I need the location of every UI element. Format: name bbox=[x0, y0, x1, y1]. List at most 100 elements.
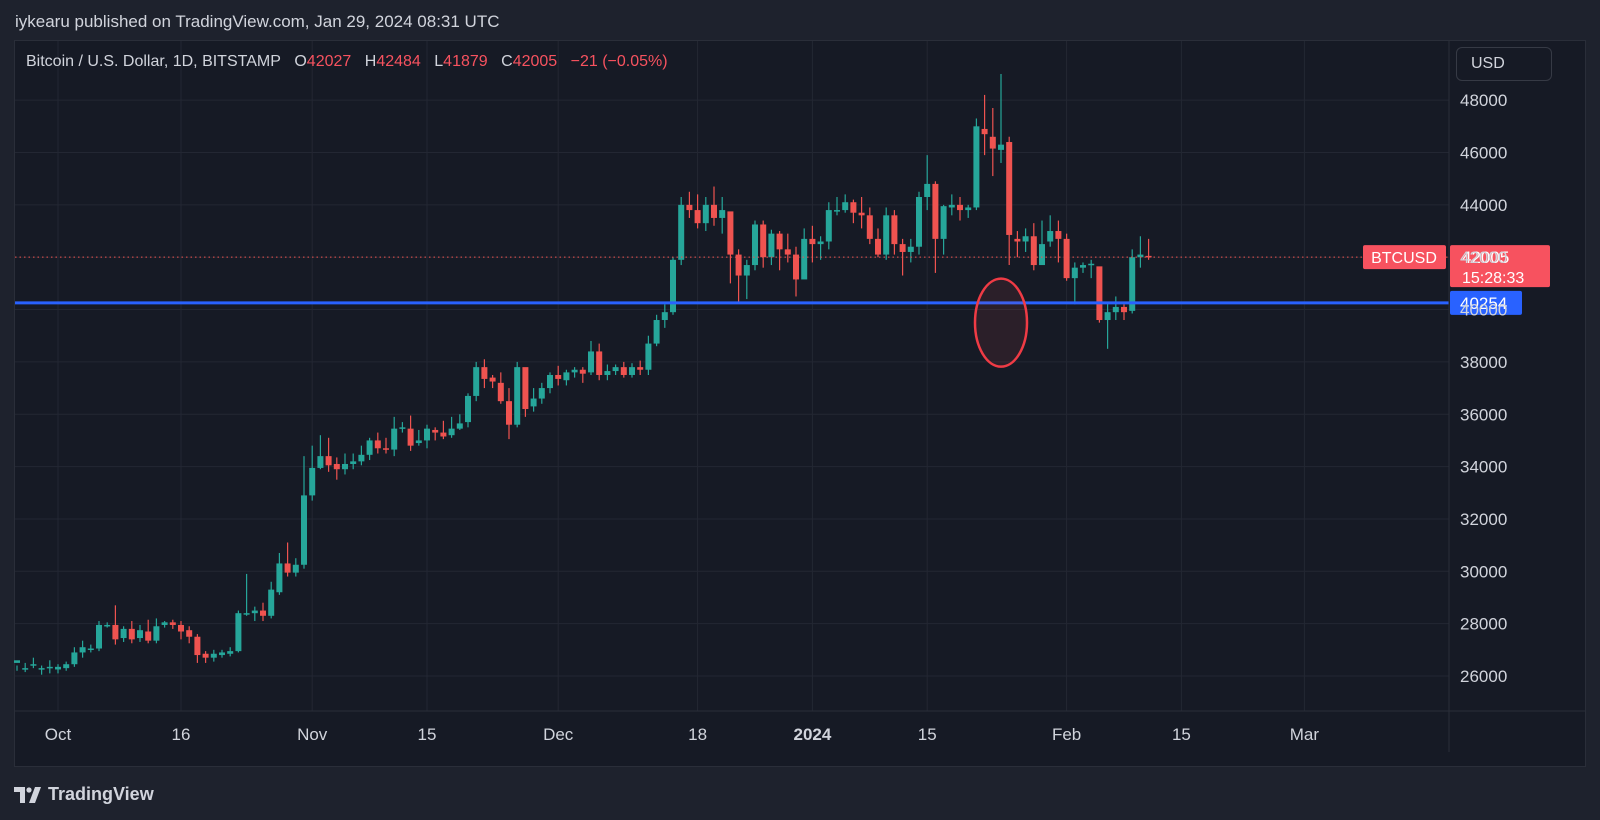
candle bbox=[46, 660, 53, 674]
candle bbox=[71, 647, 78, 667]
candle-body bbox=[916, 196, 922, 247]
candle bbox=[407, 415, 414, 451]
x-tick-label: 15 bbox=[918, 725, 937, 744]
candle-body bbox=[842, 202, 849, 211]
candle bbox=[825, 202, 832, 250]
candle bbox=[981, 94, 988, 156]
chart-area[interactable] bbox=[14, 40, 1586, 767]
low-label: L bbox=[434, 53, 444, 70]
candle-body bbox=[694, 210, 701, 224]
candle-body bbox=[55, 666, 61, 670]
candle bbox=[497, 372, 504, 404]
candle-body bbox=[547, 374, 553, 389]
candle bbox=[1145, 238, 1152, 260]
tradingview-logo-text: TradingView bbox=[48, 784, 154, 804]
candle bbox=[875, 228, 881, 258]
candle-body bbox=[891, 215, 898, 245]
currency-button[interactable]: USD bbox=[1456, 47, 1552, 81]
candle bbox=[506, 388, 512, 440]
candle-body bbox=[1080, 265, 1086, 268]
candle-body bbox=[1014, 238, 1021, 242]
candle bbox=[1047, 215, 1054, 247]
candle bbox=[366, 437, 373, 461]
candle bbox=[1096, 266, 1103, 323]
candle bbox=[186, 626, 193, 644]
candle-body bbox=[932, 183, 939, 239]
y-tick-label: 30000 bbox=[1460, 562, 1507, 581]
candle bbox=[358, 445, 365, 466]
candle-body bbox=[989, 136, 996, 149]
candle bbox=[1022, 228, 1029, 252]
candle bbox=[1137, 236, 1144, 268]
candle-body bbox=[1071, 267, 1078, 279]
candle-body bbox=[661, 312, 668, 321]
candle bbox=[63, 661, 70, 671]
candle bbox=[907, 238, 914, 263]
candle-body bbox=[702, 204, 709, 224]
candle bbox=[432, 427, 439, 441]
candle bbox=[514, 361, 521, 428]
open-label: O bbox=[294, 53, 307, 70]
candle bbox=[973, 118, 980, 211]
candle-body bbox=[497, 382, 504, 402]
candle-body bbox=[1145, 255, 1152, 258]
candle bbox=[383, 437, 389, 454]
y-tick-label: 48000 bbox=[1460, 91, 1507, 110]
candle bbox=[350, 453, 357, 470]
candle-body bbox=[1121, 306, 1127, 313]
symbol-description[interactable]: Bitcoin / U.S. Dollar, 1D, BITSTAMP bbox=[26, 53, 281, 70]
candle bbox=[112, 605, 119, 645]
x-tick-label: Oct bbox=[45, 725, 72, 744]
candle-body bbox=[260, 610, 266, 616]
x-tick-label: 2024 bbox=[793, 725, 831, 744]
candle-body bbox=[776, 233, 783, 250]
candle bbox=[924, 155, 931, 211]
tradingview-logo[interactable]: TradingView bbox=[14, 784, 154, 805]
candle-body bbox=[169, 622, 176, 625]
price-change: −21 (−0.05%) bbox=[570, 53, 668, 70]
candle bbox=[686, 191, 693, 218]
candle bbox=[309, 445, 316, 501]
candle-body bbox=[202, 653, 209, 658]
candle-body bbox=[866, 215, 873, 239]
candle bbox=[96, 621, 102, 652]
y-tick-label: 26000 bbox=[1460, 667, 1507, 686]
candle bbox=[210, 649, 217, 662]
candle-body bbox=[473, 367, 480, 396]
candle-body bbox=[743, 265, 750, 276]
candle bbox=[620, 361, 627, 378]
candle-body bbox=[333, 463, 340, 470]
overlays: BTCUSD 42005 15:28:33 40254 bbox=[15, 245, 1550, 368]
candle bbox=[776, 231, 783, 271]
candle-body bbox=[530, 398, 537, 407]
candle bbox=[145, 619, 152, 644]
candle-body bbox=[883, 215, 890, 255]
candle-body bbox=[292, 564, 299, 573]
annotation-ellipse bbox=[973, 277, 1029, 368]
candle bbox=[1104, 301, 1111, 349]
candle bbox=[292, 558, 299, 577]
candle-body bbox=[940, 206, 947, 239]
candle bbox=[415, 429, 422, 446]
candle bbox=[735, 249, 742, 302]
candle-body bbox=[432, 429, 439, 433]
candle-body bbox=[424, 428, 430, 441]
candle bbox=[79, 640, 86, 658]
candle bbox=[858, 196, 865, 229]
candle-body bbox=[571, 369, 578, 373]
y-tick-label: 28000 bbox=[1460, 615, 1507, 634]
candle-body bbox=[465, 395, 471, 423]
candle-body bbox=[555, 374, 562, 379]
close-label: C bbox=[501, 53, 513, 70]
candle-body bbox=[784, 249, 791, 255]
last-price-text: 42005 bbox=[1462, 248, 1509, 267]
countdown-text: 15:28:33 bbox=[1462, 270, 1524, 287]
candle-body bbox=[719, 210, 726, 218]
candle-body bbox=[1006, 142, 1013, 235]
candle-body bbox=[637, 367, 644, 370]
high-label: H bbox=[364, 53, 377, 70]
candle-body bbox=[981, 128, 988, 135]
candle-body bbox=[596, 351, 603, 375]
candle-body bbox=[22, 668, 29, 670]
